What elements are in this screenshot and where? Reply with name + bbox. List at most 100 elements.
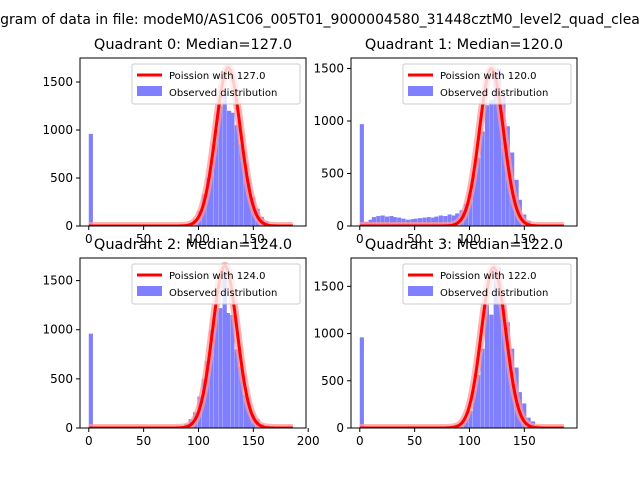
- axes-frame: [79, 257, 307, 429]
- legend-bar-swatch: [408, 286, 433, 296]
- histogram-bar: [431, 217, 436, 226]
- legend: Poission with 124.0 Observed distribution: [131, 263, 301, 305]
- histogram-bar: [213, 310, 219, 428]
- plot-area: [356, 263, 567, 428]
- histogram-bar: [380, 215, 385, 226]
- x-tick-label: 100: [187, 434, 210, 448]
- legend-label-poisson: Poission with 120.0: [440, 71, 536, 82]
- histogram-bar: [438, 215, 443, 226]
- histogram-bar: [209, 329, 214, 428]
- x-tick-label: 50: [136, 232, 151, 246]
- y-tick-label: 1500: [313, 62, 344, 76]
- histogram-bar: [234, 125, 239, 226]
- histogram-bar: [371, 217, 377, 226]
- y-tick-label: 500: [321, 374, 344, 388]
- histogram-bar: [468, 411, 473, 428]
- histogram-bar: [359, 124, 364, 226]
- legend-box: [131, 263, 301, 305]
- x-tick-label: 150: [513, 434, 536, 448]
- histogram-bar: [443, 216, 448, 226]
- plot-area: [85, 63, 296, 226]
- y-tick-label: 1000: [313, 114, 344, 128]
- x-tick-label: 50: [407, 232, 422, 246]
- x-tick-label: 0: [85, 434, 93, 448]
- plot-area: [85, 261, 296, 428]
- x-tick-label: 0: [85, 232, 93, 246]
- histogram-bar: [489, 314, 494, 428]
- histogram-bar: [225, 313, 231, 428]
- histogram-bar: [397, 217, 402, 226]
- x-tick-label: 150: [242, 232, 265, 246]
- histogram-bar: [230, 314, 235, 428]
- legend: Poission with 120.0 Observed distribution: [402, 63, 572, 105]
- histogram-bar: [206, 178, 211, 226]
- x-tick-label: 50: [136, 434, 151, 448]
- y-tick-label: 0: [336, 219, 344, 233]
- histogram-bar: [480, 131, 485, 226]
- x-tick-label: 0: [356, 434, 364, 448]
- histogram-bar: [243, 163, 248, 226]
- histogram-bar: [227, 110, 232, 226]
- y-tick-label: 1000: [42, 123, 73, 137]
- axes-frame: [350, 57, 578, 227]
- x-tick-label: 150: [242, 434, 265, 448]
- histogram-bar: [222, 93, 227, 226]
- x-tick-label: 100: [187, 232, 210, 246]
- histogram-bar: [468, 191, 473, 226]
- histogram-bar: [493, 73, 498, 226]
- y-tick-label: 1000: [313, 327, 344, 341]
- quadrant-title: Quadrant 2: Median=124.0: [94, 237, 292, 253]
- histogram-bar: [484, 105, 490, 226]
- histogram-bar: [489, 100, 494, 226]
- y-tick-label: 1000: [42, 323, 73, 337]
- y-tick-label: 1500: [313, 279, 344, 293]
- y-tick-label: 500: [50, 372, 73, 386]
- histogram-bar: [209, 160, 214, 226]
- legend-box: [131, 63, 301, 105]
- histogram-bar: [222, 272, 227, 428]
- plot-area: [356, 64, 567, 226]
- legend-label-observed: Observed distribution: [169, 88, 277, 99]
- histogram-bar: [359, 337, 364, 428]
- histogram-bar: [385, 216, 390, 226]
- histogram-bar: [476, 157, 481, 226]
- histogram-bar: [213, 130, 219, 226]
- y-tick-label: 1500: [42, 274, 73, 288]
- legend-label-observed: Observed distribution: [169, 288, 277, 299]
- x-tick-label: 150: [513, 232, 536, 246]
- histogram-bar: [230, 112, 235, 226]
- poisson-fit-line: [359, 67, 565, 226]
- histogram-bar: [243, 394, 248, 428]
- x-tick-label: 100: [458, 232, 481, 246]
- figure-suptitle: Histogram of data in file: modeM0/AS1C06…: [0, 12, 640, 28]
- quadrant-title: Quadrant 1: Median=120.0: [365, 37, 563, 53]
- y-tick-label: 1500: [42, 75, 73, 89]
- histogram-bar: [496, 267, 502, 428]
- histogram-bar: [239, 367, 244, 428]
- histogram-bar: [447, 214, 452, 226]
- histogram-bar: [218, 308, 223, 428]
- quadrant-title: Quadrant 0: Median=127.0: [94, 37, 292, 53]
- quadrant-2-panel: 0 50 100 150 200 0 500 1000 1500 Quadrant 2: Medi…: [42, 237, 319, 448]
- histogram-bar: [88, 133, 93, 226]
- x-tick-label: 100: [458, 434, 481, 448]
- histogram-bar: [239, 144, 244, 226]
- histogram-bar: [389, 216, 394, 226]
- histogram-bar: [376, 216, 381, 226]
- legend: Poission with 127.0 Observed distribution: [131, 63, 301, 105]
- y-tick-label: 0: [65, 421, 73, 435]
- poisson-fit-line: [88, 66, 294, 226]
- histogram-bar: [426, 217, 431, 226]
- poisson-fit-line: [359, 265, 565, 428]
- histogram-bar: [218, 106, 223, 226]
- y-tick-label: 0: [336, 421, 344, 435]
- histogram-bar: [501, 305, 506, 428]
- legend-label-poisson: Poission with 122.0: [440, 271, 536, 282]
- x-tick-label: 50: [407, 434, 422, 448]
- histogram-bar: [484, 305, 490, 428]
- histogram-bar: [480, 348, 485, 428]
